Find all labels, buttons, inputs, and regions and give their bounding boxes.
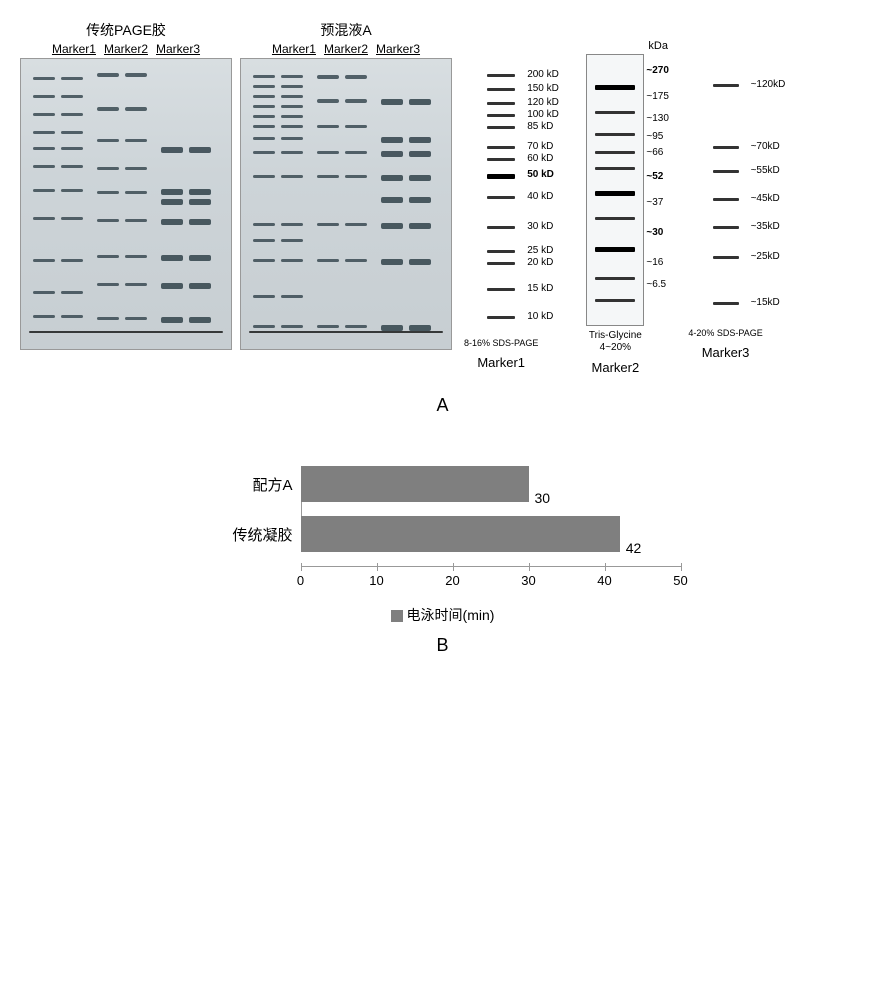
axis-tick-label: 40 (597, 573, 611, 588)
ref1-strip (479, 54, 523, 334)
panel-b-chart: 配方A30传统凝胶42 01020304050 电泳时间(min) (193, 466, 693, 625)
bar-value: 42 (626, 540, 642, 556)
legend-text: 电泳时间(min) (407, 607, 495, 623)
ref2-caption: Tris-Glycine 4~20% (589, 330, 642, 354)
gel2-image (240, 58, 452, 350)
bar-value: 30 (535, 490, 551, 506)
ref2-marker-label: Marker2 (592, 360, 640, 375)
bar-rows: 配方A30传统凝胶42 (193, 466, 693, 552)
ref-marker3: ~120kD~70kD~55kD~45kD~35kD~25kD~15kD 4-2… (688, 20, 762, 360)
x-axis: 01020304050 (301, 566, 681, 597)
bar-row: 传统凝胶42 (193, 516, 693, 552)
ref-marker1: 200 kD150 kD120 kD100 kD85 kD70 kD60 kD5… (464, 20, 538, 370)
gel1-lane-headers: Marker1 Marker2 Marker3 (48, 42, 204, 56)
lane-header: Marker2 (324, 42, 368, 56)
bar-label: 传统凝胶 (193, 524, 301, 545)
panel-a: 传统PAGE胶 Marker1 Marker2 Marker3 预混液A Mar… (20, 20, 865, 375)
bar-fill (301, 516, 620, 552)
gel-panel-premix: 预混液A Marker1 Marker2 Marker3 (240, 20, 452, 350)
bar-row: 配方A30 (193, 466, 693, 502)
axis-tick-label: 50 (673, 573, 687, 588)
gel2-title: 预混液A (320, 20, 371, 40)
legend: 电泳时间(min) (193, 605, 693, 625)
gel2-lane-headers: Marker1 Marker2 Marker3 (268, 42, 424, 56)
ref2-kda: kDa (648, 40, 668, 52)
ref-marker2: kDa ~270~175~130~95~66~52~37~30~16~6.5 T… (586, 20, 644, 375)
lane-header: Marker2 (104, 42, 148, 56)
ref3-caption: 4-20% SDS-PAGE (688, 328, 762, 339)
gel-panel-traditional: 传统PAGE胶 Marker1 Marker2 Marker3 (20, 20, 232, 350)
ref1-caption: 8-16% SDS-PAGE (464, 338, 538, 349)
lane-header: Marker3 (156, 42, 200, 56)
lane-header: Marker1 (52, 42, 96, 56)
axis-tick-label: 10 (369, 573, 383, 588)
gel1-title: 传统PAGE胶 (86, 20, 166, 40)
ref3-strip (705, 54, 747, 324)
ref2-strip (586, 54, 644, 326)
bar-fill (301, 466, 529, 502)
panel-a-letter: A (20, 395, 865, 416)
axis-tick-label: 20 (445, 573, 459, 588)
lane-header: Marker1 (272, 42, 316, 56)
bar-label: 配方A (193, 474, 301, 495)
axis-tick-label: 0 (297, 573, 304, 588)
axis-tick-label: 30 (521, 573, 535, 588)
gel1-image (20, 58, 232, 350)
ref1-marker-label: Marker1 (477, 355, 525, 370)
panel-b-letter: B (20, 635, 865, 656)
lane-header: Marker3 (376, 42, 420, 56)
ref3-marker-label: Marker3 (702, 345, 750, 360)
legend-swatch (391, 610, 403, 622)
